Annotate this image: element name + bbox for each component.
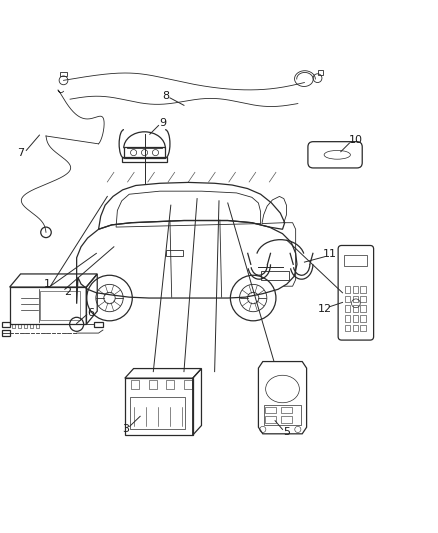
Bar [24, 324, 27, 328]
Bar [261, 271, 289, 280]
Bar [360, 305, 366, 312]
Bar [345, 296, 350, 302]
Bar [40, 292, 80, 320]
Bar [344, 255, 367, 265]
Bar [264, 405, 301, 425]
Bar [345, 315, 350, 322]
Bar [149, 381, 157, 389]
Bar [345, 286, 350, 293]
Bar [36, 324, 39, 328]
Bar [281, 407, 292, 413]
Bar [353, 296, 358, 302]
Bar [353, 305, 358, 312]
Bar [122, 157, 167, 162]
Bar [281, 416, 292, 423]
Bar [184, 381, 192, 389]
Bar [166, 251, 183, 255]
Bar [345, 325, 350, 332]
Bar [360, 296, 366, 302]
Text: 10: 10 [349, 135, 363, 146]
Bar [125, 378, 193, 435]
Bar [124, 147, 165, 158]
Bar [353, 325, 358, 332]
Bar [318, 70, 323, 75]
Text: 5: 5 [283, 427, 290, 437]
Bar [360, 325, 366, 332]
Bar [12, 324, 15, 328]
Text: 7: 7 [18, 148, 25, 158]
Bar [60, 71, 67, 76]
Bar [2, 330, 10, 336]
Bar [18, 324, 21, 328]
Bar [360, 315, 366, 322]
Bar [131, 381, 139, 389]
Bar [360, 286, 366, 293]
Bar [353, 286, 358, 293]
Bar [10, 287, 86, 324]
Bar [345, 305, 350, 312]
Text: 8: 8 [162, 91, 169, 101]
Bar [2, 322, 10, 327]
Bar [265, 416, 276, 423]
Bar [353, 315, 358, 322]
Text: 12: 12 [318, 304, 332, 314]
Text: 3: 3 [123, 424, 130, 433]
Bar [94, 322, 103, 327]
Bar [166, 381, 174, 389]
Bar [265, 407, 276, 413]
Bar [130, 397, 185, 429]
Text: 1: 1 [44, 279, 51, 289]
Text: 11: 11 [322, 249, 336, 259]
Text: 9: 9 [159, 118, 166, 128]
Text: 6: 6 [88, 309, 95, 318]
Bar [30, 324, 33, 328]
Text: 2: 2 [64, 287, 71, 297]
